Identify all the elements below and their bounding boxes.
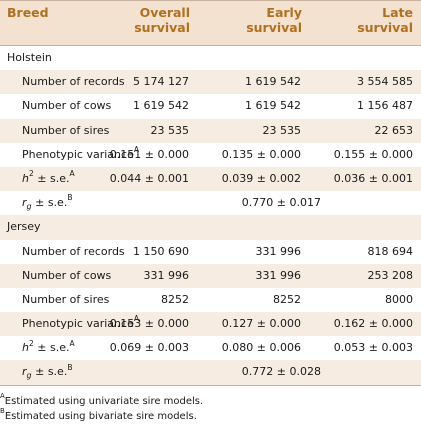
table-row: rg ± s.e.B 0.770 ± 0.017 — [0, 191, 421, 215]
row-label: Number of cows — [22, 99, 112, 113]
footnote-b: BEstimated using bivariate sire models. — [0, 407, 421, 424]
cell-overall: 0.044 ± 0.001 — [109, 171, 189, 185]
row-label: rg ± s.e.B — [22, 362, 73, 381]
cell-late: 0.053 ± 0.003 — [333, 341, 413, 355]
cell-early: 23 535 — [262, 123, 302, 137]
header-early-line1: Early — [266, 5, 302, 20]
cell-genetic-correlation: 0.772 ± 0.028 — [241, 365, 321, 379]
cell-overall: 1 619 542 — [133, 99, 189, 113]
cell-overall: 0.153 ± 0.000 — [109, 317, 189, 331]
label-power: 2 — [28, 169, 34, 179]
cell-early: 331 996 — [255, 244, 302, 258]
cell-early: 1 619 542 — [245, 75, 301, 89]
table-row: h2 ± s.e.A 0.044 ± 0.001 0.039 ± 0.002 0… — [0, 166, 421, 192]
cell-early: 0.039 ± 0.002 — [221, 171, 301, 185]
cell-overall: 5 174 127 — [133, 75, 189, 89]
cell-overall: 0.151 ± 0.000 — [109, 147, 189, 161]
row-label: h2 ± s.e.A — [22, 169, 75, 185]
cell-late: 22 653 — [374, 123, 414, 137]
cell-late: 818 694 — [367, 244, 414, 258]
row-label: Number of sires — [22, 292, 110, 306]
row-label: Phenotypic varianceA — [22, 314, 139, 331]
cell-overall: 1 150 690 — [133, 244, 189, 258]
header-late-line1: Late — [382, 5, 413, 20]
label-text: Phenotypic variance — [22, 317, 134, 331]
cell-overall: 8252 — [161, 292, 189, 306]
footnote-a-text: Estimated using univariate sire models. — [4, 395, 204, 407]
table-row: Number of records 1 150 690 331 996 818 … — [0, 240, 421, 264]
footnote-mark: B — [67, 193, 73, 203]
cell-late: 0.155 ± 0.000 — [333, 147, 413, 161]
label-text: ± s.e. — [33, 341, 70, 355]
label-r: r — [22, 196, 27, 210]
group-row-holstein: Holstein — [0, 46, 421, 70]
table-row: h2 ± s.e.A 0.069 ± 0.003 0.080 ± 0.006 0… — [0, 336, 421, 360]
cell-late: 0.162 ± 0.000 — [333, 317, 413, 331]
footnote-mark: A — [69, 338, 75, 348]
cell-late: 8000 — [385, 292, 413, 306]
row-label: Phenotypic varianceA — [22, 145, 139, 161]
cell-genetic-correlation: 0.770 ± 0.017 — [241, 196, 321, 210]
row-label: Number of sires — [22, 123, 110, 137]
cell-early: 1 619 542 — [245, 99, 301, 113]
header-late-line2: survival — [357, 20, 413, 35]
header-breed: Breed — [7, 5, 49, 20]
table-header: Breed Overall survival Early survival La… — [0, 0, 421, 46]
table-row: rg ± s.e.B 0.772 ± 0.028 — [0, 360, 421, 386]
footnote-mark: A — [69, 169, 75, 179]
label-text: ± s.e. — [33, 171, 70, 185]
row-label: Number of cows — [22, 268, 112, 282]
header-overall-line2: survival — [134, 20, 190, 35]
label-r: r — [22, 365, 27, 379]
footnote-b-text: Estimated using bivariate sire models. — [4, 410, 197, 422]
footnote-a: AEstimated using univariate sire models. — [0, 392, 421, 409]
label-power: 2 — [28, 338, 34, 348]
group-row-jersey: Jersey — [0, 215, 421, 240]
table-row: Phenotypic varianceA 0.151 ± 0.000 0.135… — [0, 143, 421, 167]
row-label: Number of records — [22, 75, 125, 89]
table-footnotes: AEstimated using univariate sire models.… — [0, 392, 421, 424]
cell-early: 0.080 ± 0.006 — [221, 341, 301, 355]
row-label: Number of records — [22, 244, 125, 258]
table-row: Number of records 5 174 127 1 619 542 3 … — [0, 70, 421, 95]
group-label: Holstein — [7, 51, 52, 64]
footnote-mark: B — [67, 362, 73, 372]
row-label: h2 ± s.e.A — [22, 338, 75, 355]
footnote-a-mark: A — [0, 392, 5, 401]
row-label: rg ± s.e.B — [22, 193, 73, 212]
group-label: Jersey — [7, 220, 41, 234]
header-overall-survival: Overall survival — [134, 5, 190, 35]
cell-early: 0.127 ± 0.000 — [221, 317, 301, 331]
cell-early: 0.135 ± 0.000 — [221, 147, 301, 161]
header-late-survival: Late survival — [357, 5, 413, 35]
label-subscript: g — [26, 371, 32, 381]
label-text: ± s.e. — [31, 196, 68, 210]
cell-overall: 331 996 — [143, 268, 190, 282]
label-text: Phenotypic variance — [22, 147, 134, 161]
header-early-line2: survival — [246, 20, 302, 35]
footnote-mark: A — [133, 145, 139, 155]
label-h: h — [22, 171, 29, 185]
table-row: Phenotypic varianceA 0.153 ± 0.000 0.127… — [0, 312, 421, 337]
label-subscript: g — [26, 202, 32, 212]
header-overall-line1: Overall — [139, 5, 190, 20]
cell-overall: 0.069 ± 0.003 — [109, 341, 189, 355]
table-row: Number of cows 331 996 331 996 253 208 — [0, 263, 421, 288]
footnote-b-mark: B — [0, 407, 5, 416]
cell-late: 3 554 585 — [357, 75, 413, 89]
cell-overall: 23 535 — [150, 123, 190, 137]
cell-early: 331 996 — [255, 268, 302, 282]
cell-late: 0.036 ± 0.001 — [333, 171, 413, 185]
header-early-survival: Early survival — [246, 5, 302, 35]
label-h: h — [22, 341, 29, 355]
cell-late: 1 156 487 — [357, 99, 413, 113]
cell-early: 8252 — [273, 292, 301, 306]
footnote-mark: A — [133, 314, 139, 324]
cell-late: 253 208 — [367, 268, 414, 282]
table-row: Number of cows 1 619 542 1 619 542 1 156… — [0, 94, 421, 118]
table-row: Number of sires 8252 8252 8000 — [0, 288, 421, 312]
label-text: ± s.e. — [31, 365, 68, 379]
table-row: Number of sires 23 535 23 535 22 653 — [0, 118, 421, 143]
